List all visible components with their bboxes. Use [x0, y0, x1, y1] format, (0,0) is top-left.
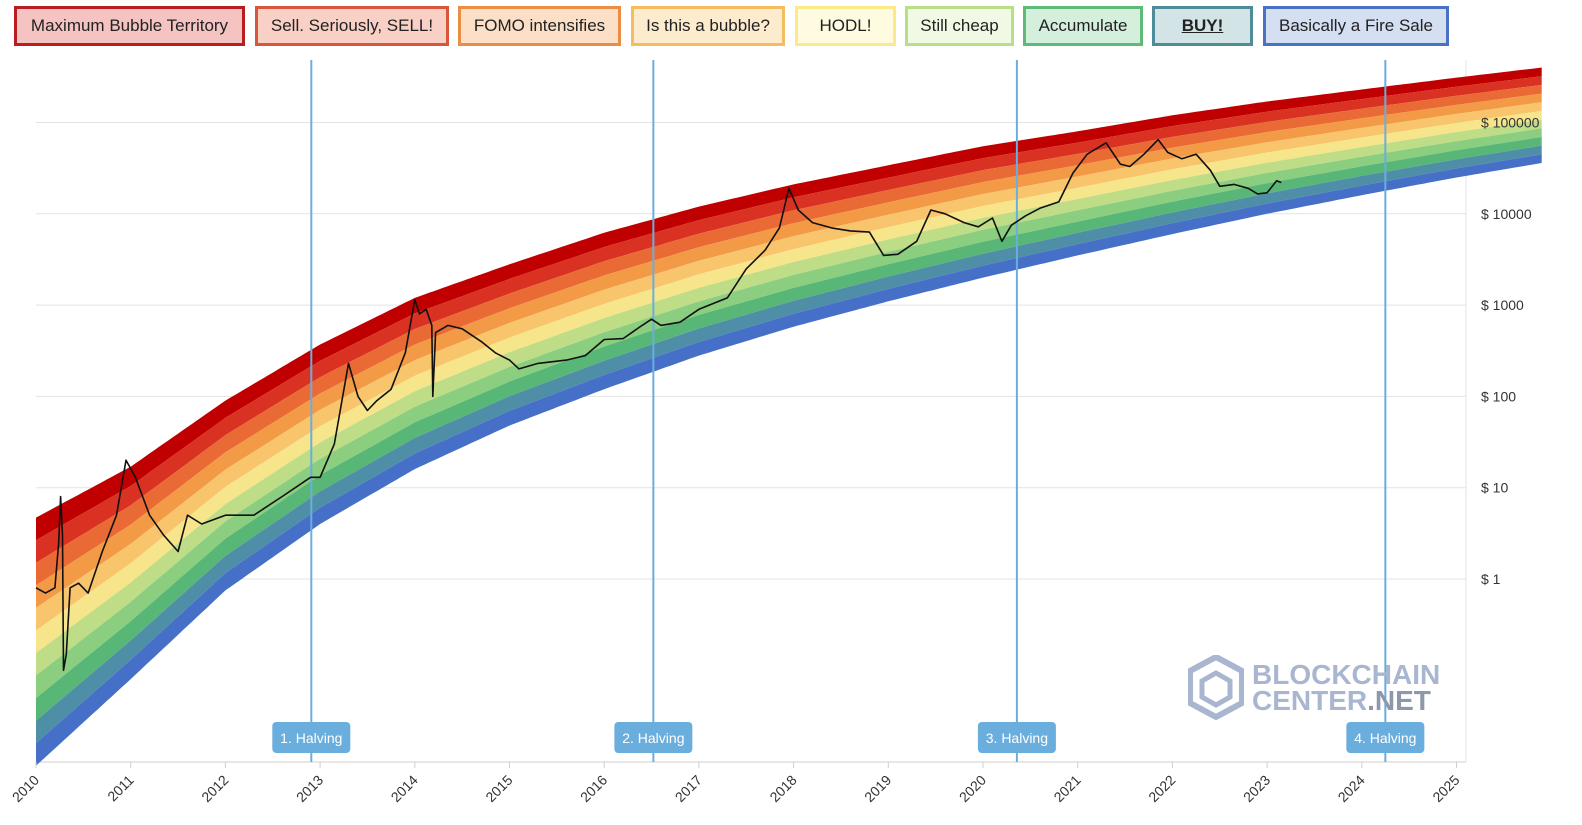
halving-label-3: 3. Halving [986, 730, 1048, 746]
y-axis-ticks: $ 1 $ 10 $ 100 $ 1000 $ 10000 $ 100000 [1481, 115, 1540, 588]
halving-label-1: 1. Halving [280, 730, 342, 746]
x-tick-label: 2015 [482, 772, 515, 805]
x-tick-label: 2023 [1240, 772, 1273, 805]
halving-tag-3 [977, 722, 1056, 753]
halving-labels: 1. Halving 2. Halving 3. Halving 4. Halving [272, 722, 1425, 753]
x-tick-label: 2014 [388, 772, 421, 805]
btc-price-line [35, 138, 1282, 672]
legend-button-6[interactable]: Accumulate [1023, 6, 1143, 46]
x-tick-label: 2021 [1050, 772, 1083, 805]
x-axis-ticks: 2010 2011 2012 2013 2014 2015 2016 2017 2018 2019… [9, 762, 1463, 805]
halving-tag-4 [1346, 722, 1425, 753]
legend-button-3[interactable]: Is this a bubble? [631, 6, 785, 46]
legend-button-1[interactable]: Sell. Seriously, SELL! [255, 6, 449, 46]
halving-lines [310, 60, 1387, 762]
x-tick-label: 2016 [577, 772, 610, 805]
legend-button-0[interactable]: Maximum Bubble Territory [14, 6, 245, 46]
halving-tag-1 [272, 722, 351, 753]
logo-line-1: BLOCKCHAIN [1252, 659, 1441, 690]
y-tick-label: $ 100000 [1481, 115, 1540, 131]
halving-tag-2 [614, 722, 693, 753]
y-tick-label: $ 10 [1481, 480, 1508, 496]
y-tick-label: $ 1 [1481, 571, 1501, 587]
y-tick-label: $ 10000 [1481, 206, 1532, 222]
logo-net: .NET [1367, 685, 1431, 716]
x-tick-label: 2017 [672, 772, 705, 805]
price-series [35, 138, 1282, 672]
legend-button-4[interactable]: HODL! [795, 6, 896, 46]
x-tick-label: 2011 [104, 772, 137, 805]
x-tick-label: 2019 [861, 772, 894, 805]
blockchaincenter-logo: BLOCKCHAIN CENTER.NET [1188, 652, 1448, 724]
x-tick-label: 2010 [9, 772, 42, 805]
legend-button-5[interactable]: Still cheap [905, 6, 1014, 46]
halving-label-2: 2. Halving [622, 730, 684, 746]
legend-button-7[interactable]: BUY! [1152, 6, 1253, 46]
x-tick-label: 2025 [1429, 772, 1462, 805]
x-tick-label: 2012 [198, 772, 231, 805]
cube-logo-icon [1188, 655, 1244, 721]
x-tick-label: 2013 [293, 772, 326, 805]
legend-button-2[interactable]: FOMO intensifies [458, 6, 621, 46]
y-tick-label: $ 1000 [1481, 297, 1524, 313]
x-tick-label: 2018 [766, 772, 799, 805]
logo-line-2: CENTER [1252, 685, 1368, 716]
y-tick-label: $ 100 [1481, 388, 1516, 404]
x-tick-label: 2024 [1335, 772, 1368, 805]
x-tick-label: 2020 [956, 772, 989, 805]
legend-button-8[interactable]: Basically a Fire Sale [1263, 6, 1449, 46]
x-tick-label: 2022 [1145, 772, 1178, 805]
halving-label-4: 4. Halving [1354, 730, 1416, 746]
